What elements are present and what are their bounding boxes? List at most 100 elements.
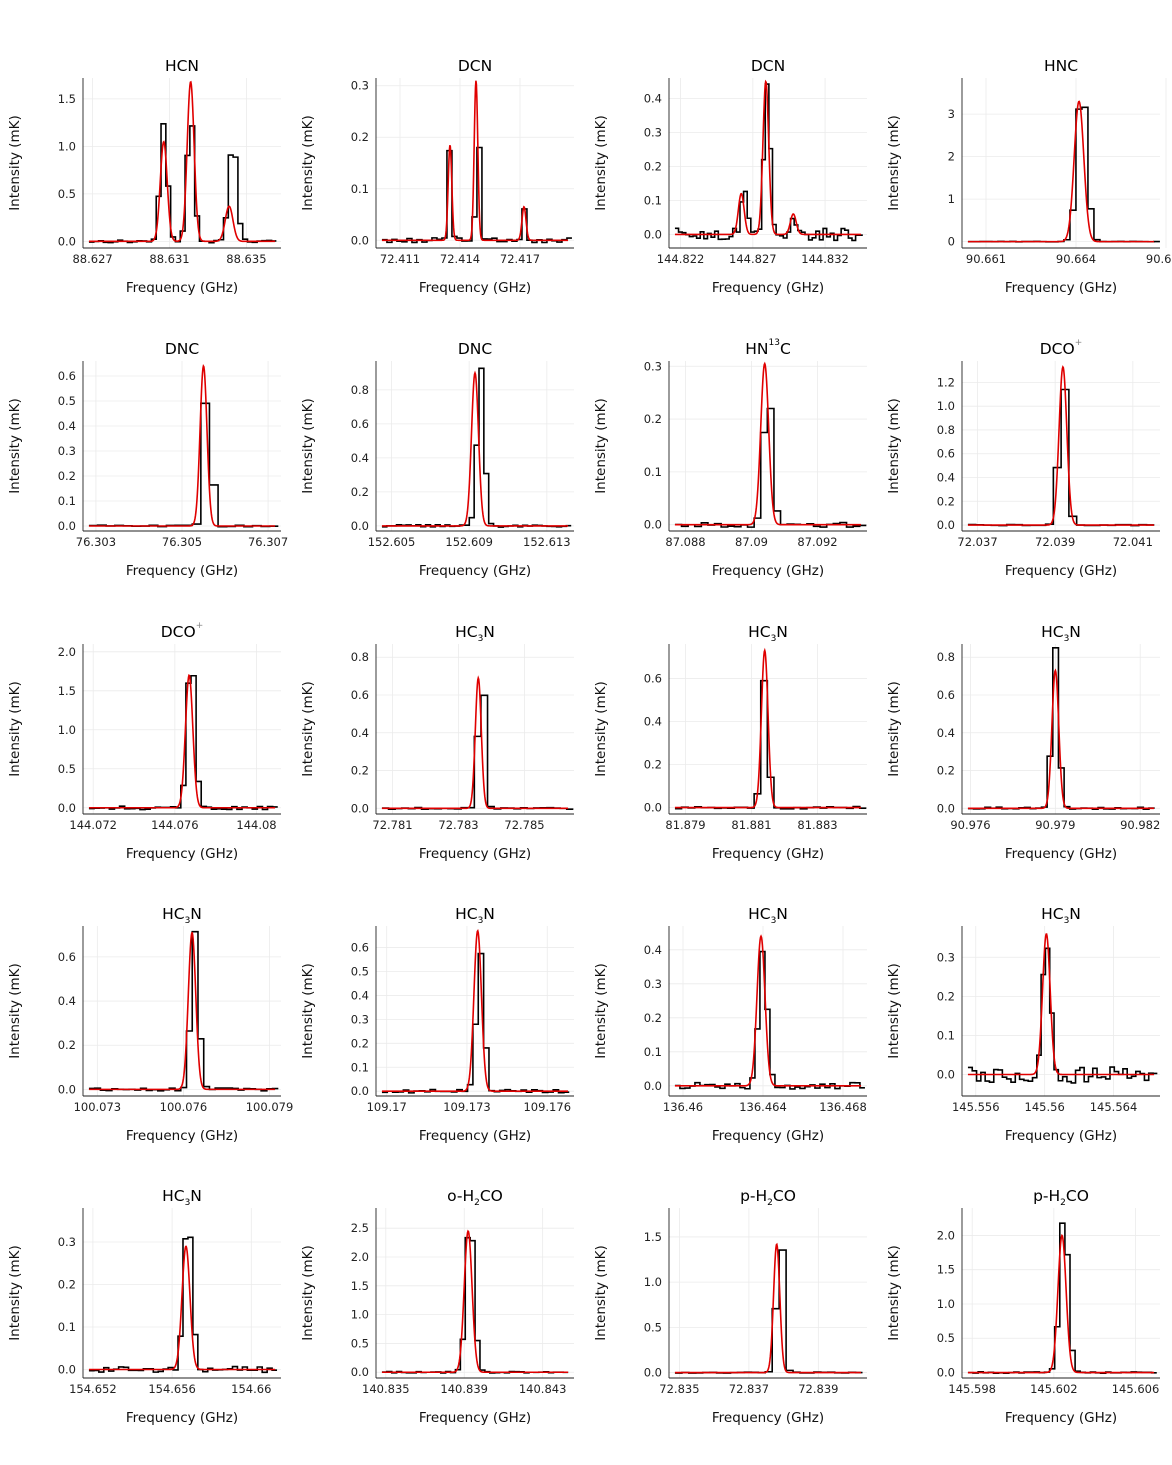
x-tick-label: 90.979 [1035, 818, 1075, 832]
model-fit-line [674, 361, 862, 526]
y-tick-label: 0.0 [58, 801, 76, 815]
y-tick-label: 2.0 [58, 645, 76, 659]
observed-spectrum-line [381, 694, 574, 811]
y-tick-label: 0.5 [58, 394, 76, 408]
x-axis-label: Frequency (GHz) [126, 846, 238, 862]
y-tick-label: 0.3 [351, 1012, 369, 1026]
y-tick-label: 0.0 [644, 801, 662, 815]
y-tick-label: 0.1 [937, 1028, 955, 1042]
y-tick-label: 0.0 [937, 518, 955, 532]
x-tick-label: 145.598 [948, 1382, 996, 1396]
x-axis-label: Frequency (GHz) [712, 563, 824, 579]
model-fit-line [967, 1233, 1155, 1374]
y-tick-label: 0.2 [644, 758, 662, 772]
x-tick-label: 154.66 [231, 1382, 271, 1396]
y-axis-label: Intensity (mK) [593, 681, 609, 777]
y-tick-label: 0.5 [937, 1331, 955, 1345]
x-axis-label: Frequency (GHz) [1005, 563, 1117, 579]
panel-title: HN13C [745, 338, 791, 358]
panel-title: HC3N [455, 905, 495, 926]
spectrum-panel: 144.072 144.076 144.08 0.0 0.5 1.0 1.5 2.0 Frequ… [7, 621, 281, 862]
spectrum-panel: 109.17 109.173 109.176 0.0 0.1 0.2 0.3 0.4 0.5 0.… [300, 905, 574, 1144]
x-tick-label: 88.631 [149, 252, 189, 266]
y-tick-label: 0.1 [58, 494, 76, 508]
y-tick-label: 0 [948, 235, 955, 249]
x-axis-label: Frequency (GHz) [419, 1410, 531, 1426]
spectrum-panel: 81.879 81.881 81.883 0.0 0.2 0.4 0.6 Frequency … [593, 623, 867, 862]
y-tick-label: 0.2 [644, 412, 662, 426]
y-tick-label: 0.6 [351, 417, 369, 431]
y-tick-label: 0.0 [58, 1363, 76, 1377]
model-fit-line [674, 934, 862, 1087]
x-tick-label: 145.56 [1025, 1100, 1065, 1114]
y-axis-label: Intensity (mK) [593, 963, 609, 1059]
spectrum-panel: 152.605 152.609 152.613 0.0 0.2 0.4 0.6 0.8 Freq… [300, 340, 574, 579]
x-axis-label: Frequency (GHz) [1005, 1410, 1117, 1426]
observed-spectrum-line [381, 146, 572, 244]
x-tick-label: 72.039 [1035, 535, 1075, 549]
panel-title: HC3N [748, 905, 788, 926]
y-tick-label: 0.1 [58, 1320, 76, 1334]
y-tick-label: 0.0 [351, 1365, 369, 1379]
spectrum-panel: 136.46 136.464 136.468 0.0 0.1 0.2 0.3 0.4 Frequ… [593, 905, 867, 1144]
panel-title: p-H2CO [1033, 1187, 1089, 1208]
y-tick-label: 1.5 [58, 92, 76, 106]
y-tick-label: 2.5 [351, 1221, 369, 1235]
y-axis-label: Intensity (mK) [886, 115, 902, 211]
x-tick-label: 140.843 [519, 1382, 567, 1396]
y-tick-label: 1.0 [58, 139, 76, 153]
y-tick-label: 0.5 [351, 1336, 369, 1350]
y-tick-label: 0.0 [58, 519, 76, 533]
y-axis-label: Intensity (mK) [300, 115, 316, 211]
observed-spectrum-line [967, 388, 1155, 527]
x-tick-label: 100.076 [160, 1100, 208, 1114]
y-tick-label: 0.2 [58, 1278, 76, 1292]
y-tick-label: 0.6 [58, 950, 76, 964]
y-axis-label: Intensity (mK) [7, 1245, 23, 1341]
observed-spectrum-line [381, 1236, 569, 1374]
y-tick-label: 1.0 [937, 399, 955, 413]
y-tick-label: 0.5 [644, 1320, 662, 1334]
model-fit-line [967, 365, 1155, 526]
y-axis-label: Intensity (mK) [300, 398, 316, 494]
x-tick-label: 88.635 [226, 252, 266, 266]
y-tick-label: 1.2 [937, 375, 955, 389]
y-tick-label: 0.2 [351, 130, 369, 144]
x-tick-label: 76.303 [76, 535, 116, 549]
y-tick-label: 0.3 [58, 444, 76, 458]
observed-spectrum-line [88, 402, 279, 528]
x-tick-label: 72.037 [957, 535, 997, 549]
y-tick-label: 0.4 [644, 714, 662, 728]
x-tick-label: 144.072 [69, 818, 117, 832]
spectrum-panel: 72.037 72.039 72.041 0.0 0.2 0.4 0.6 0.8 1.0 1.2 F… [886, 338, 1160, 579]
panel-title: DNC [458, 340, 492, 358]
x-axis-label: Frequency (GHz) [419, 846, 531, 862]
model-fit-line [88, 80, 276, 243]
panel-title: DCN [458, 57, 492, 75]
y-tick-label: 0.4 [937, 471, 955, 485]
x-tick-label: 72.411 [380, 252, 420, 266]
x-tick-label: 152.609 [445, 535, 493, 549]
model-fit-line [674, 647, 862, 809]
spectrum-panel: 154.652 154.656 154.66 0.0 0.1 0.2 0.3 Frequenc… [7, 1187, 281, 1426]
x-tick-label: 90.661 [966, 252, 1006, 266]
x-axis-label: Frequency (GHz) [126, 1410, 238, 1426]
model-fit-line [88, 364, 276, 527]
y-tick-label: 0.1 [644, 465, 662, 479]
y-tick-label: 0.2 [937, 494, 955, 508]
x-tick-label: 72.041 [1113, 535, 1153, 549]
y-tick-label: 0.2 [58, 1038, 76, 1052]
spectrum-panel: 87.088 87.09 87.092 0.0 0.1 0.2 0.3 Frequency (… [593, 338, 867, 579]
y-tick-label: 0.1 [644, 1045, 662, 1059]
observed-spectrum-line [674, 950, 865, 1090]
y-axis-label: Intensity (mK) [7, 681, 23, 777]
panel-title: HC3N [455, 623, 495, 644]
spectrum-panel: 145.556 145.56 145.564 0.0 0.1 0.2 0.3 Frequenc… [886, 905, 1160, 1144]
y-axis-label: Intensity (mK) [7, 963, 23, 1059]
observed-spectrum-line [967, 1222, 1157, 1374]
model-fit-line [674, 1242, 862, 1374]
y-tick-label: 0.3 [58, 1235, 76, 1249]
x-axis-label: Frequency (GHz) [1005, 1128, 1117, 1144]
y-axis-label: Intensity (mK) [300, 1245, 316, 1341]
y-tick-label: 0.1 [351, 182, 369, 196]
